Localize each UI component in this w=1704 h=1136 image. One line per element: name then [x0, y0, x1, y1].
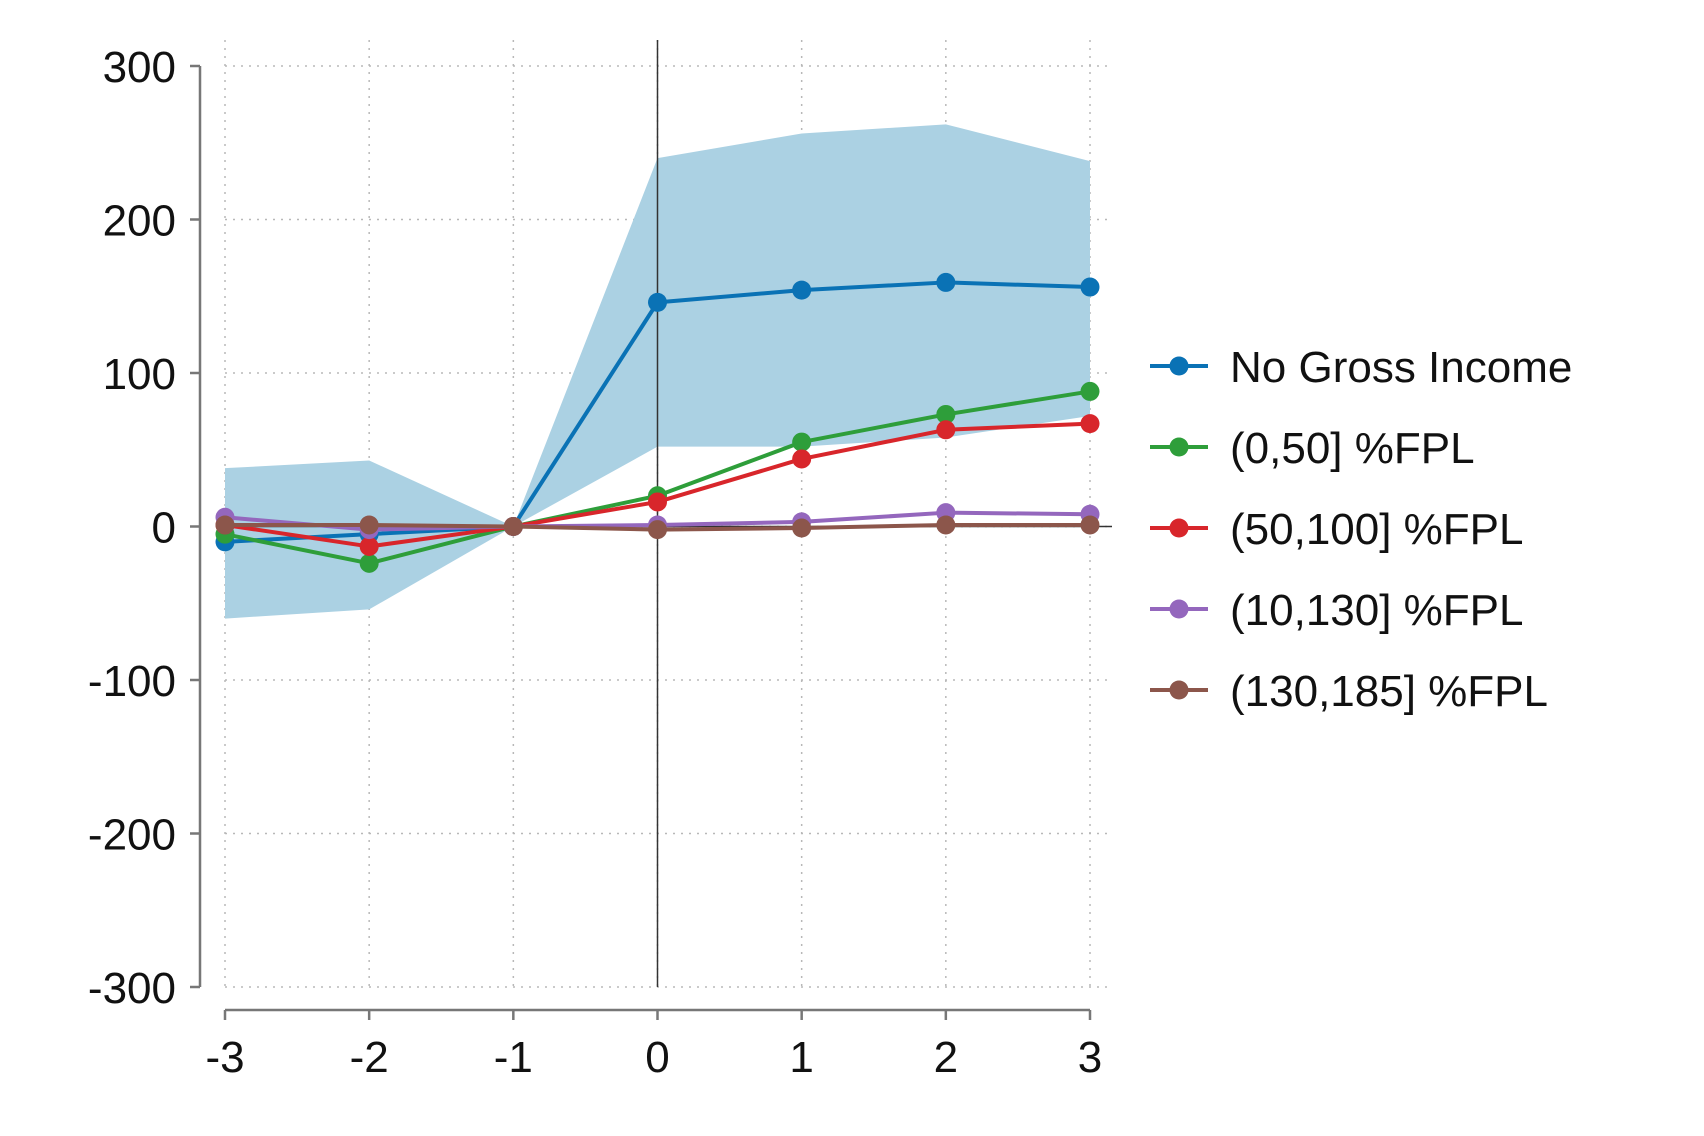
y-tick-label-5: -200	[88, 811, 176, 860]
series-1-point-6	[1080, 381, 1100, 401]
x-tick-label-0: -3	[205, 1033, 244, 1082]
series-1-point-5	[936, 404, 956, 424]
y-tick-label-1: 200	[103, 197, 176, 246]
legend-label-3: (10,130] %FPL	[1230, 586, 1524, 635]
series-2-point-1	[359, 536, 379, 556]
series-1-point-1	[359, 553, 379, 573]
legend-label-1: (0,50] %FPL	[1230, 424, 1475, 473]
axes: 300 200 100 0 -100 -200 -300 -3 -2 -1 0 1 2 3	[88, 43, 1102, 1082]
series-4-point-3	[648, 520, 667, 540]
legend: No Gross Income (0,50] %FPL (50,100] %FPL (…	[1150, 343, 1572, 716]
y-tick-label-2: 100	[103, 350, 176, 399]
series-2-point-3	[648, 492, 667, 512]
series-4-point-1	[359, 515, 379, 535]
series-0-point-4	[792, 280, 812, 300]
legend-label-4: (130,185] %FPL	[1230, 667, 1548, 716]
x-tick-label-4: 1	[789, 1033, 813, 1082]
legend-swatch-marker-2	[1169, 518, 1189, 538]
legend-swatch-marker-4	[1169, 680, 1189, 700]
legend-swatch-marker-0	[1169, 356, 1189, 376]
legend-swatch-marker-1	[1169, 437, 1189, 457]
legend-swatch-marker-3	[1169, 599, 1189, 619]
x-tick-label-3: 0	[645, 1033, 669, 1082]
series-2-point-5	[936, 420, 956, 440]
series-1-point-4	[792, 432, 812, 452]
legend-label-0: No Gross Income	[1230, 343, 1572, 392]
series-2-point-6	[1080, 414, 1100, 434]
series-4-point-0	[215, 515, 235, 535]
y-tick-label-6: -300	[88, 964, 176, 1013]
x-tick-label-1: -2	[350, 1033, 389, 1082]
series-4-point-6	[1080, 515, 1100, 535]
series-0-point-3	[648, 292, 667, 312]
series-0-point-5	[936, 272, 956, 292]
series-layer	[215, 272, 1100, 573]
y-tick-label-4: -100	[88, 657, 176, 706]
series-4-point-5	[936, 515, 956, 535]
x-tick-label-6: 3	[1078, 1033, 1102, 1082]
x-tick-label-2: -1	[494, 1033, 533, 1082]
legend-label-2: (50,100] %FPL	[1230, 505, 1524, 554]
series-4-point-2	[503, 517, 523, 536]
y-tick-label-0: 300	[103, 43, 176, 92]
x-tick-label-5: 2	[934, 1033, 958, 1082]
y-tick-label-3: 0	[152, 504, 176, 553]
series-2-point-4	[792, 449, 812, 469]
series-4-point-4	[792, 518, 812, 538]
series-0-point-6	[1080, 277, 1100, 297]
